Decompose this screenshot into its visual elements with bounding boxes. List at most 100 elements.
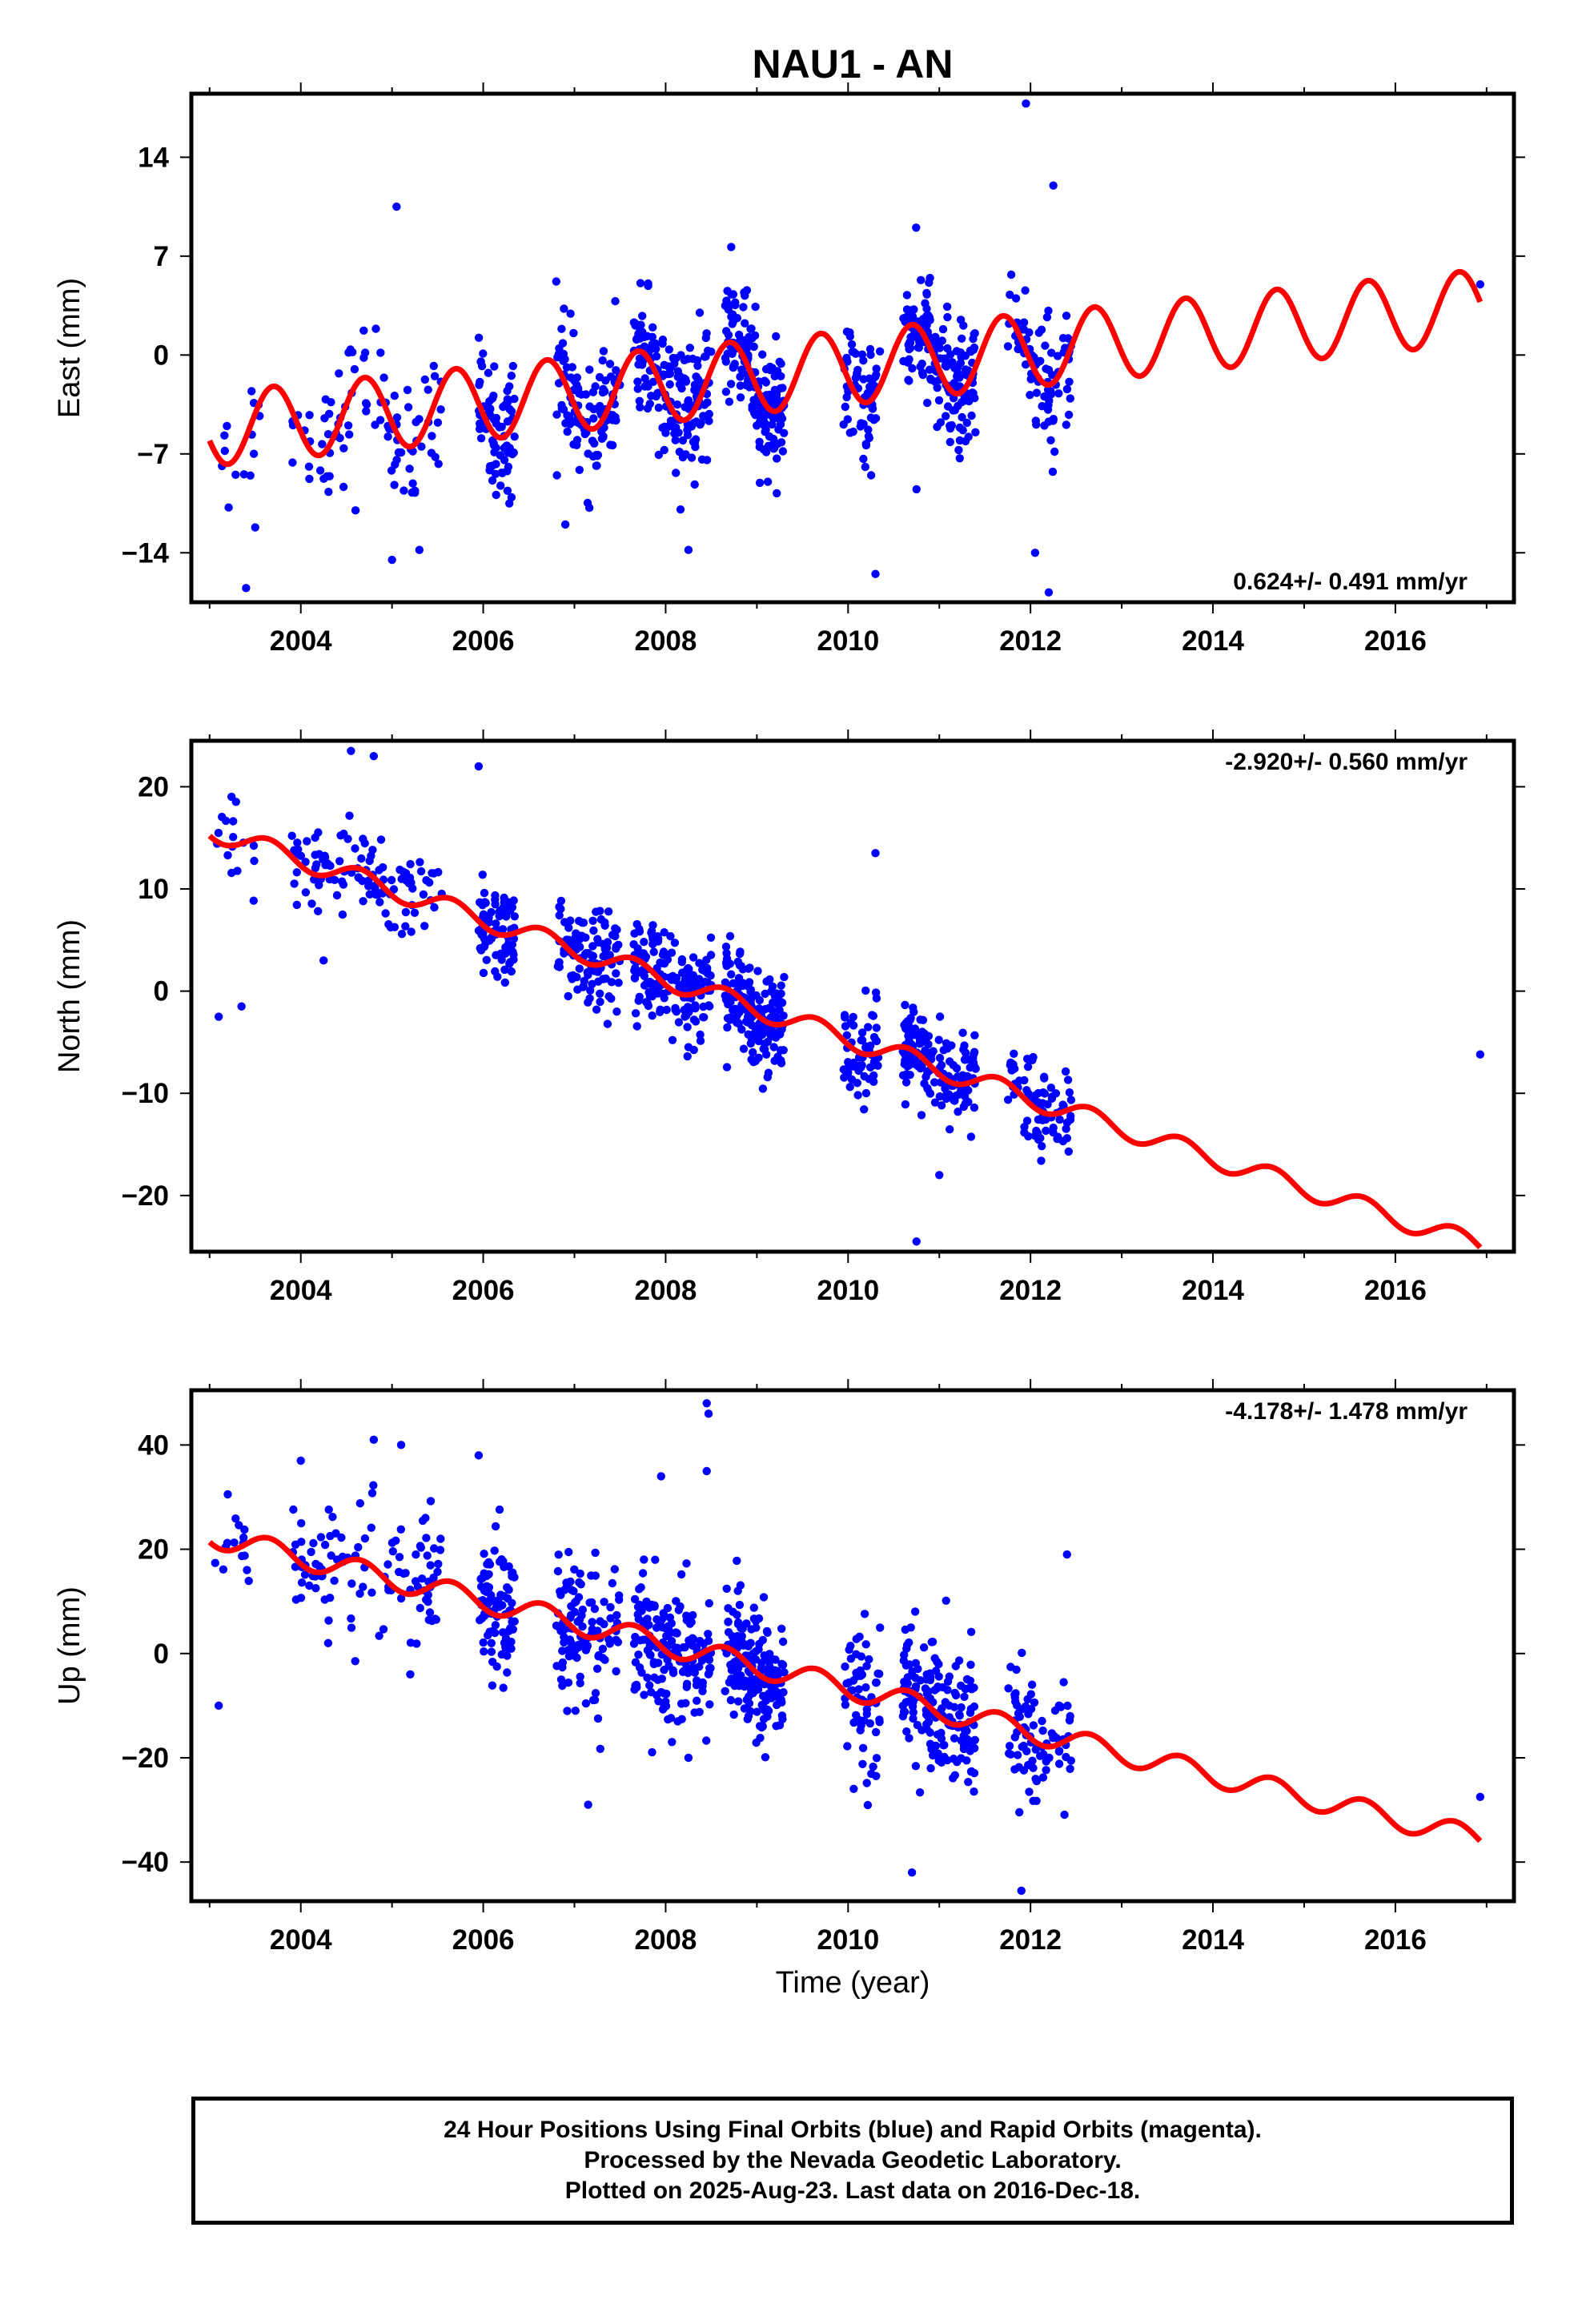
data-point xyxy=(291,1540,300,1550)
data-point xyxy=(939,354,948,364)
data-point xyxy=(683,1023,692,1031)
data-point xyxy=(733,1018,741,1027)
data-point xyxy=(922,1719,931,1729)
data-point xyxy=(1031,1745,1040,1754)
data-point xyxy=(428,1616,436,1626)
data-point xyxy=(223,1490,232,1499)
data-point xyxy=(648,340,656,349)
data-point xyxy=(564,935,573,944)
data-point xyxy=(868,1011,877,1019)
data-point xyxy=(488,461,496,470)
data-point xyxy=(843,1742,852,1751)
outlier-point xyxy=(474,762,484,771)
data-point xyxy=(1037,1156,1046,1165)
outlier-point xyxy=(369,751,379,761)
x-tick-label: 2008 xyxy=(635,1275,697,1306)
outlier-point xyxy=(871,569,880,578)
data-point xyxy=(676,505,685,514)
data-point xyxy=(1062,1118,1072,1128)
x-tick-label: 2014 xyxy=(1182,625,1244,657)
data-point xyxy=(684,1043,693,1051)
data-point xyxy=(596,1617,604,1626)
data-point xyxy=(231,1514,240,1523)
data-point xyxy=(496,1590,505,1599)
data-point xyxy=(362,400,371,409)
data-point xyxy=(1029,1796,1038,1805)
data-point xyxy=(654,450,663,460)
data-point xyxy=(422,876,431,885)
data-point xyxy=(856,1726,865,1735)
data-point xyxy=(634,329,643,338)
data-point xyxy=(556,1675,566,1684)
data-point xyxy=(705,1700,714,1709)
data-point xyxy=(949,1774,958,1783)
data-point xyxy=(1035,1751,1045,1760)
data-point xyxy=(631,319,640,328)
data-point xyxy=(1023,1062,1033,1072)
data-point xyxy=(691,1017,701,1026)
data-point xyxy=(631,1632,640,1642)
data-point xyxy=(355,1589,364,1598)
data-point xyxy=(849,1021,858,1030)
data-point xyxy=(584,503,594,513)
data-point xyxy=(436,1534,445,1543)
data-point xyxy=(311,1584,320,1593)
data-point xyxy=(733,1586,742,1595)
data-point xyxy=(672,976,681,985)
data-point xyxy=(911,1659,921,1667)
data-point xyxy=(1038,1773,1048,1782)
data-point xyxy=(510,1573,519,1582)
data-point xyxy=(954,1656,964,1665)
data-point xyxy=(554,1550,563,1559)
data-point xyxy=(935,1053,945,1063)
data-point xyxy=(640,938,648,947)
data-point xyxy=(736,393,745,402)
data-point xyxy=(590,1604,600,1614)
data-point xyxy=(1036,356,1045,365)
data-point xyxy=(957,1703,966,1712)
data-point xyxy=(678,436,688,445)
data-point xyxy=(1048,467,1058,476)
data-point xyxy=(635,992,644,1002)
data-point xyxy=(651,1555,660,1564)
data-point xyxy=(734,1663,743,1672)
outlier-point xyxy=(1030,549,1040,557)
data-point xyxy=(693,1696,701,1705)
data-point xyxy=(777,1695,785,1704)
data-point xyxy=(638,1569,648,1578)
data-point xyxy=(574,1640,583,1650)
data-point xyxy=(866,413,876,422)
data-point xyxy=(406,1638,416,1647)
data-point xyxy=(901,1698,910,1707)
data-point xyxy=(565,412,574,421)
y-axis-label: North (mm) xyxy=(53,919,86,1073)
data-point xyxy=(296,851,306,861)
data-point xyxy=(741,319,749,328)
data-point xyxy=(631,963,640,972)
data-point xyxy=(914,344,924,352)
data-point xyxy=(705,1663,714,1673)
data-point xyxy=(596,989,604,999)
data-point xyxy=(643,1673,652,1683)
data-point xyxy=(1066,1096,1076,1104)
data-point xyxy=(1006,270,1016,279)
velocity-label: -2.920+/- 0.560 mm/yr xyxy=(1225,749,1468,775)
footer-line-1: 24 Hour Positions Using Final Orbits (bl… xyxy=(444,2117,1262,2143)
data-point xyxy=(591,1689,600,1698)
data-point xyxy=(476,377,484,387)
data-point xyxy=(303,837,311,846)
data-point xyxy=(950,364,959,372)
data-point xyxy=(223,1538,232,1547)
data-point xyxy=(934,396,944,405)
data-point xyxy=(966,1708,975,1717)
data-point xyxy=(417,1574,427,1583)
data-point xyxy=(558,1681,567,1691)
data-point xyxy=(552,410,561,419)
data-point xyxy=(673,1645,683,1654)
data-point xyxy=(557,324,566,333)
data-point xyxy=(606,372,616,381)
data-point xyxy=(905,338,915,347)
data-point xyxy=(856,422,865,431)
data-point xyxy=(487,1590,496,1600)
data-point xyxy=(1034,328,1044,337)
